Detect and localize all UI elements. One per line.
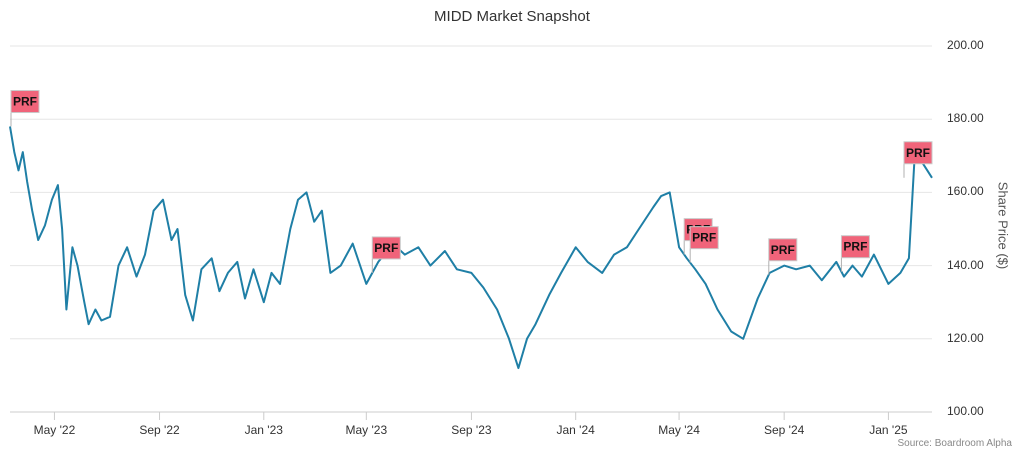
chart-title: MIDD Market Snapshot [434,8,590,25]
x-tick-label: Jan '24 [556,423,595,437]
y-tick-label: 140.00 [947,257,984,272]
x-tick-label: Sep '24 [764,423,805,437]
prf-flag: PRF [689,226,719,263]
flag-box [689,226,719,250]
flag-label: PRF [13,95,37,109]
y-tick-label: 160.00 [947,184,984,199]
x-tick-label: May '22 [33,423,76,437]
flag-label: PRF [374,241,398,255]
flag-label: PRF [692,231,716,245]
flag-label: PRF [906,146,930,160]
y-tick-label: 120.00 [947,330,984,345]
y-tick-label: 200.00 [947,38,984,52]
source-note: Source: Boardroom Alpha [897,438,1012,449]
x-tick-label: Jan '25 [869,423,908,437]
flag-box [903,141,933,165]
x-axis [53,412,889,420]
grid-lines [10,45,932,413]
prf-flag: PRF [10,90,40,127]
x-tick-label: May '23 [345,423,388,437]
prf-flag: PRF [903,141,933,178]
flag-box [371,236,401,260]
x-tick-label: Sep '22 [139,423,180,437]
y-tick-label: 180.00 [947,111,984,126]
prf-flag: PRF [768,238,798,275]
flag-label: PRF [843,240,867,254]
x-tick-label: Jan '23 [244,423,283,437]
x-tick-label: Sep '23 [451,423,492,437]
prf-flag: PRF [371,236,401,273]
flag-box [840,235,870,259]
y-axis-title: Share Price ($) [995,181,1011,270]
y-tick-label: 100.00 [947,404,984,418]
event-flags: PRFPRFPRFPRFPRFPRFPRF [10,90,933,275]
flag-box [768,238,798,262]
flag-label: PRF [771,243,795,257]
price-line [9,126,933,370]
x-tick-label: May '24 [658,423,700,437]
flag-box [10,90,40,114]
prf-flag: PRF [840,235,870,272]
